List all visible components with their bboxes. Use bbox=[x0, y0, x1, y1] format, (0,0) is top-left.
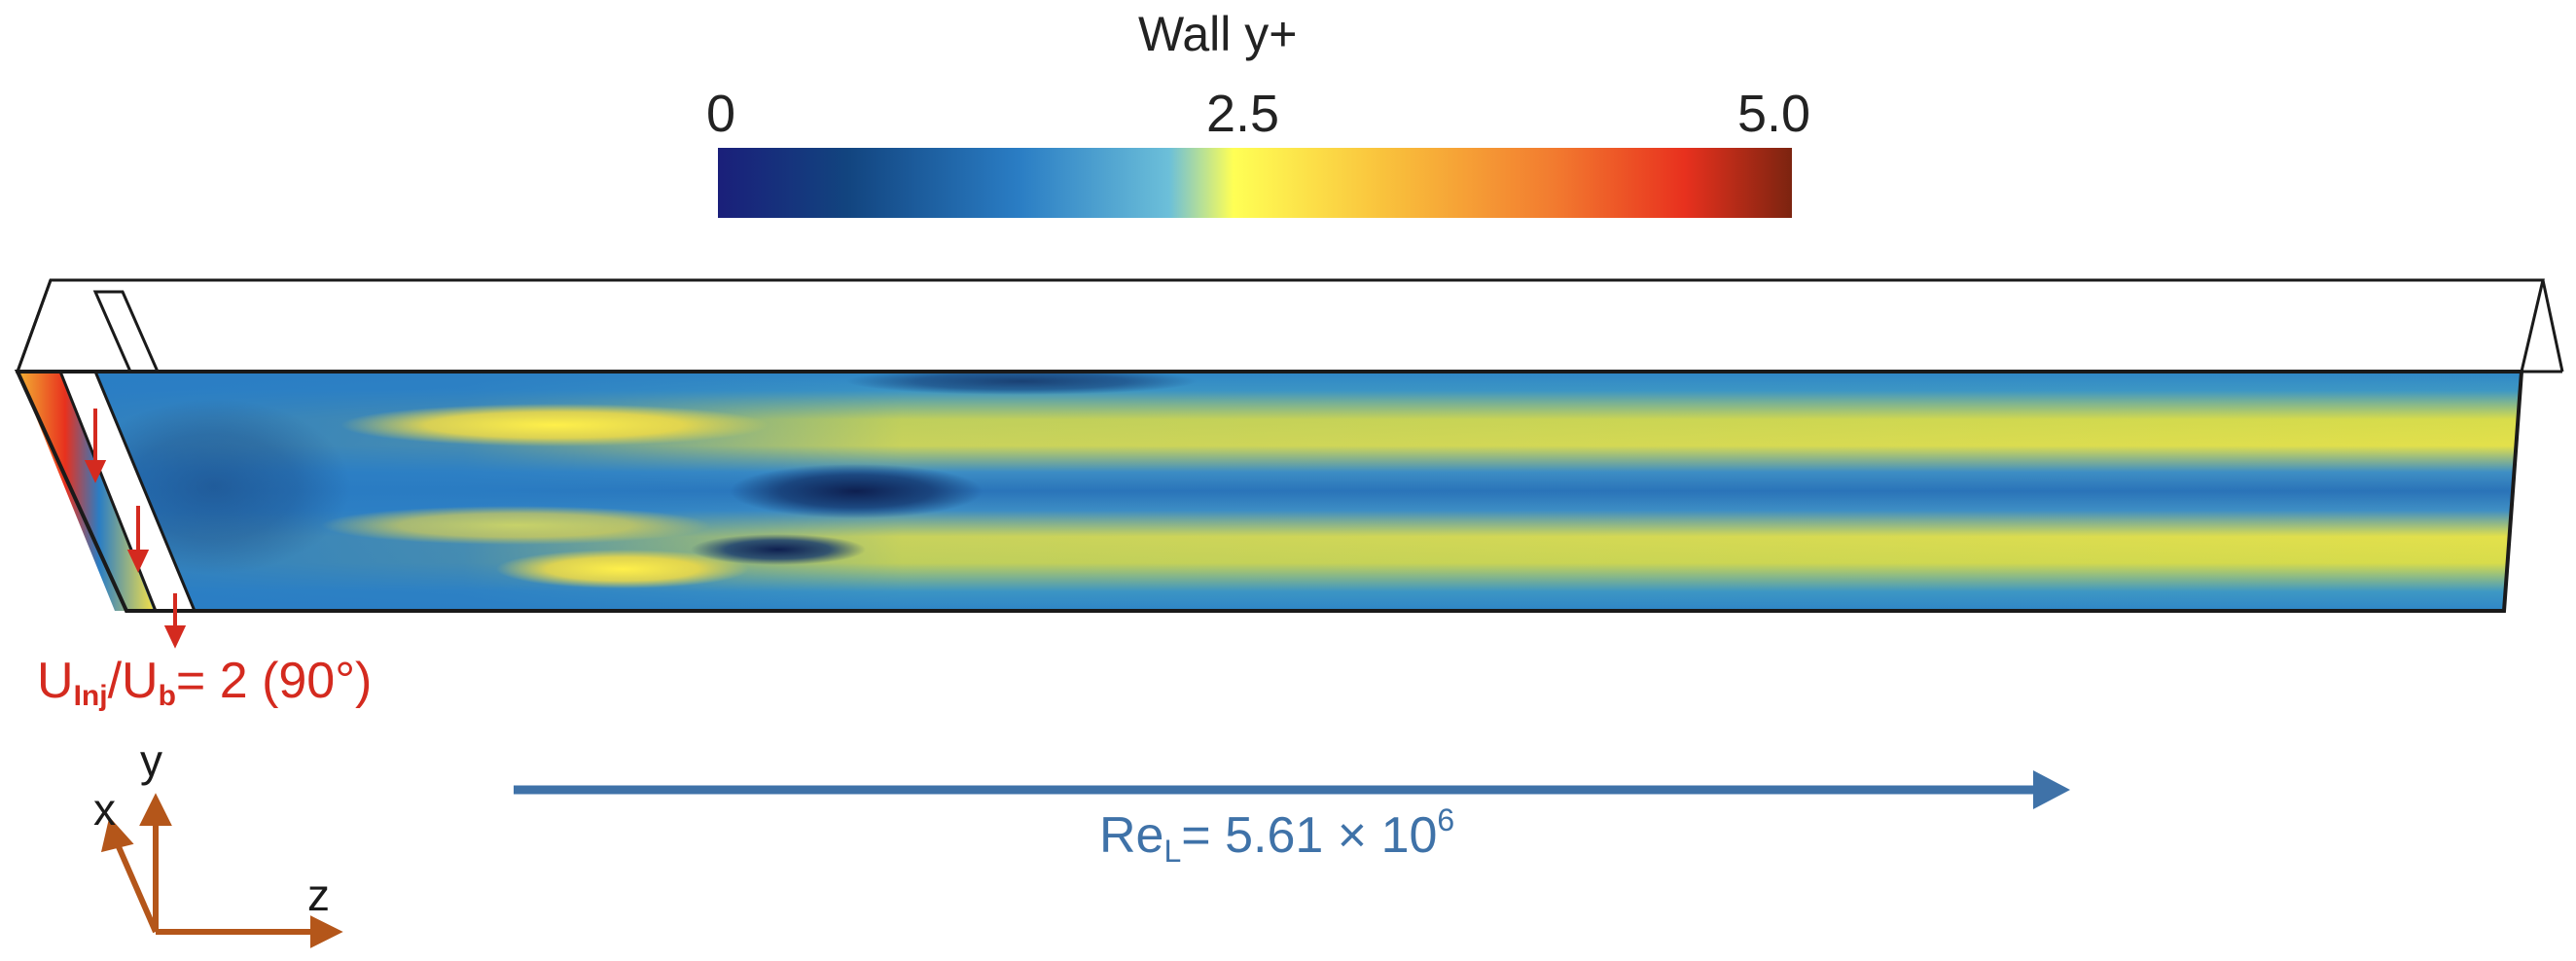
low-y-plus-patch-top bbox=[846, 372, 1197, 395]
inj-rest: = 2 (90°) bbox=[175, 653, 373, 709]
inj-u: U bbox=[37, 653, 74, 709]
colorbar bbox=[718, 148, 1792, 218]
high-y-plus-blob-mid bbox=[321, 506, 710, 545]
y-axis-arrowhead bbox=[139, 793, 172, 826]
high-y-plus-blob-upper bbox=[340, 404, 769, 446]
low-y-plus-patch-center bbox=[730, 464, 983, 518]
reynolds-number-label: ReL= 5.61 × 106 bbox=[1099, 802, 1454, 870]
inj-slash: /U bbox=[107, 653, 159, 709]
x-axis-arrowhead bbox=[100, 816, 134, 853]
colorbar-tick-0: 0 bbox=[706, 85, 736, 143]
re-symbol: Re bbox=[1099, 807, 1164, 864]
colorbar-tick-max: 5.0 bbox=[1737, 85, 1811, 143]
axis-label-z: z bbox=[307, 870, 330, 920]
z-axis-arrowhead bbox=[310, 915, 343, 948]
injection-velocity-ratio-label: UInj/Ub= 2 (90°) bbox=[37, 652, 372, 713]
axis-label-x: x bbox=[93, 784, 116, 835]
injection-arrows bbox=[84, 409, 187, 649]
coordinate-axes bbox=[100, 793, 343, 948]
injection-slot-field bbox=[18, 372, 154, 611]
re-sub: L bbox=[1163, 834, 1182, 869]
re-value: = 5.61 × 10 bbox=[1181, 807, 1438, 864]
low-y-plus-patch-lower bbox=[691, 534, 866, 565]
wall-y-plus-field bbox=[58, 372, 2522, 611]
channel-outline bbox=[15, 278, 2564, 374]
inj-sub-b: b bbox=[158, 680, 176, 712]
colorbar-title: Wall y+ bbox=[1138, 7, 1298, 61]
axis-label-y: y bbox=[140, 735, 162, 786]
field-outline bbox=[14, 370, 2524, 613]
re-exp: 6 bbox=[1437, 802, 1455, 837]
flow-direction-arrow bbox=[514, 770, 2070, 809]
inj-sub: Inj bbox=[73, 680, 108, 712]
colorbar-tick-mid: 2.5 bbox=[1206, 85, 1280, 143]
high-y-plus-blob-lower bbox=[496, 550, 749, 588]
